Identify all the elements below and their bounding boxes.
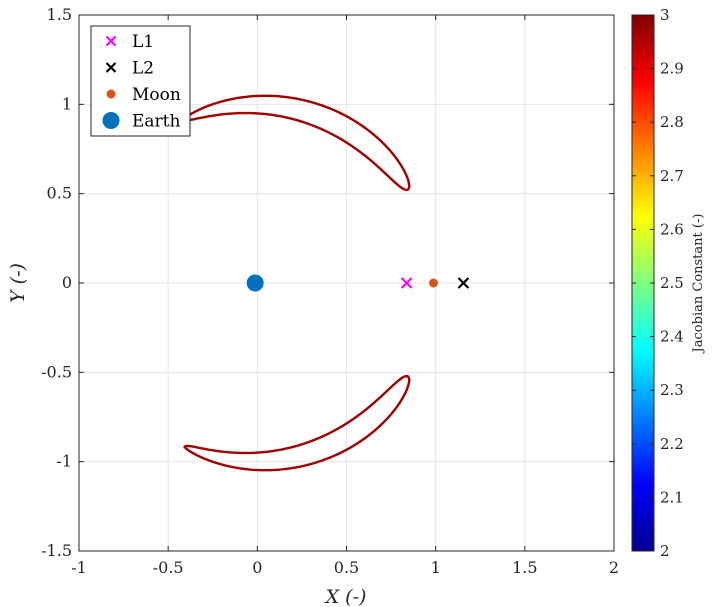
x-tick-label: -1 (71, 558, 87, 577)
colorbar-tick-label: 2.3 (660, 381, 684, 399)
point-markers (246, 274, 470, 292)
x-axis-label: X (-) (324, 586, 367, 607)
legend-l2-swatch (105, 62, 117, 73)
l1-marker (400, 277, 413, 289)
colorbar-tick-label: 2.6 (660, 220, 684, 238)
colorbar-tick-label: 2.4 (660, 328, 684, 346)
colorbar-tick-label: 2.2 (660, 435, 684, 453)
legend-l2-label: L2 (132, 59, 154, 79)
colorbar-tick-label: 2.8 (660, 113, 684, 131)
y-tick-label: 1 (62, 94, 72, 113)
l2-marker (457, 277, 470, 289)
x-tick-label: 1 (431, 558, 441, 577)
colorbar-tick-label: 2.7 (660, 167, 684, 185)
y-tick-label: 0 (62, 273, 72, 292)
x-tick-label: 0 (252, 558, 262, 577)
legend-earth-label: Earth (132, 112, 181, 132)
x-tick-label: -0.5 (153, 558, 184, 577)
earth-marker (246, 274, 264, 292)
x-tick-label: 2 (609, 558, 619, 577)
y-tick-label: -0.5 (41, 362, 72, 381)
colorbar-label: Jacobian Constant (-) (691, 214, 706, 355)
colorbar-ticks: 2 2.1 2.2 2.3 2.4 2.5 2.6 2.7 2.8 2.9 3 (632, 6, 684, 560)
colorbar-tick-label: 2 (660, 542, 670, 560)
legend-moon-label: Moon (132, 85, 181, 105)
y-axis-label: Y (-) (7, 263, 29, 303)
y-tick-label: -1.5 (41, 541, 72, 560)
colorbar-tick-label: 2.5 (660, 274, 684, 292)
y-tick-label: 0.5 (47, 184, 72, 203)
legend-earth-swatch (102, 112, 120, 129)
y-tick-label: -1 (56, 452, 72, 471)
contour-level-line (183, 94, 411, 472)
legend-moon-swatch (106, 89, 116, 99)
y-tick-label: 1.5 (47, 5, 72, 24)
colorbar-tick-label: 3 (660, 6, 670, 24)
x-tick-labels: -1 -0.5 0 0.5 1 1.5 2 (71, 15, 619, 577)
moon-marker (428, 278, 438, 288)
colorbar-tick-label: 2.9 (660, 60, 684, 78)
legend-l1-swatch (105, 35, 117, 47)
legend: L1 L2 Moon Earth (90, 25, 191, 137)
x-tick-label: 0.5 (334, 558, 359, 577)
legend-l1-label: L1 (132, 32, 154, 52)
contour-lines (183, 94, 411, 472)
y-tick-labels: -1.5 -1 -0.5 0 0.5 1 1.5 (41, 5, 614, 560)
x-tick-label: 1.5 (512, 558, 537, 577)
colorbar-tick-label: 2.1 (660, 488, 684, 506)
